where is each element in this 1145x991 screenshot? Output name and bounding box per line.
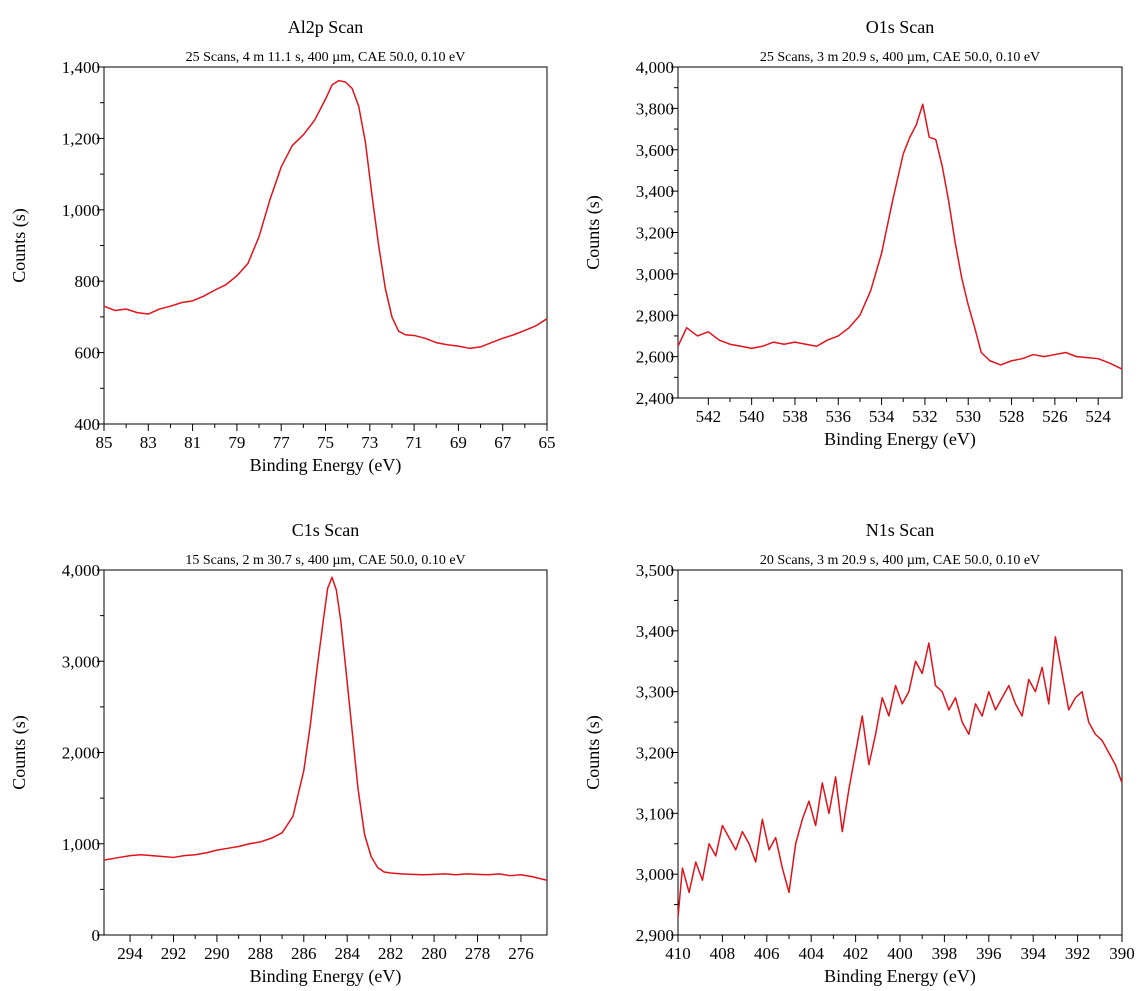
y-tick-label: 2,800 bbox=[636, 306, 674, 325]
x-tick-label: 69 bbox=[450, 433, 467, 452]
y-tick-label: 3,200 bbox=[636, 224, 674, 243]
x-tick-label: 534 bbox=[869, 407, 895, 426]
x-tick-label: 294 bbox=[117, 944, 143, 963]
x-tick-label: 530 bbox=[955, 407, 981, 426]
x-tick-label: 77 bbox=[273, 433, 291, 452]
spectrum-trace-n1s bbox=[677, 636, 1123, 917]
x-tick-label: 528 bbox=[999, 407, 1025, 426]
y-tick-label: 2,600 bbox=[636, 348, 674, 367]
y-tick-label: 0 bbox=[92, 926, 101, 945]
x-tick-label: 408 bbox=[710, 944, 736, 963]
x-tick-label: 284 bbox=[334, 944, 360, 963]
x-tick-label: 524 bbox=[1085, 407, 1111, 426]
x-tick-label: 404 bbox=[798, 944, 824, 963]
chart-subtitle: 15 Scans, 2 m 30.7 s, 400 µm, CAE 50.0, … bbox=[185, 553, 465, 568]
x-axis-label: Binding Energy (eV) bbox=[250, 966, 402, 987]
y-tick-label: 800 bbox=[75, 272, 101, 291]
x-tick-label: 276 bbox=[508, 944, 534, 963]
y-tick-label: 3,600 bbox=[636, 141, 674, 160]
x-tick-label: 73 bbox=[361, 433, 378, 452]
y-axis-label: Counts (s) bbox=[583, 715, 604, 790]
y-tick-label: 600 bbox=[75, 344, 101, 363]
y-tick-label: 4,000 bbox=[62, 561, 100, 580]
x-tick-label: 278 bbox=[465, 944, 491, 963]
x-tick-label: 81 bbox=[184, 433, 201, 452]
chart-title: Al2p Scan bbox=[288, 17, 364, 37]
plot-frame bbox=[103, 66, 548, 425]
x-axis-label: Binding Energy (eV) bbox=[824, 966, 976, 987]
spectrum-trace-al2p bbox=[103, 79, 548, 350]
y-tick-label: 400 bbox=[75, 415, 101, 434]
x-tick-label: 538 bbox=[782, 407, 808, 426]
x-tick-label: 540 bbox=[739, 407, 765, 426]
y-tick-label: 3,300 bbox=[636, 683, 674, 702]
x-tick-label: 390 bbox=[1109, 944, 1135, 963]
x-tick-label: 67 bbox=[494, 433, 512, 452]
x-tick-label: 532 bbox=[912, 407, 938, 426]
x-axis-label: Binding Energy (eV) bbox=[824, 429, 976, 450]
chart-panel-c1s: C1s Scan 15 Scans, 2 m 30.7 s, 400 µm, CA… bbox=[9, 520, 548, 987]
x-tick-label: 526 bbox=[1042, 407, 1068, 426]
y-tick-label: 3,800 bbox=[636, 99, 674, 118]
chart-title: N1s Scan bbox=[866, 520, 935, 540]
y-axis-label: Counts (s) bbox=[583, 195, 604, 270]
x-tick-label: 392 bbox=[1065, 944, 1091, 963]
x-tick-label: 288 bbox=[248, 944, 274, 963]
y-tick-label: 1,000 bbox=[62, 201, 100, 220]
x-tick-label: 542 bbox=[696, 407, 722, 426]
y-tick-label: 3,000 bbox=[636, 265, 674, 284]
chart-title: C1s Scan bbox=[292, 520, 360, 540]
x-tick-label: 410 bbox=[665, 944, 691, 963]
x-tick-label: 406 bbox=[754, 944, 780, 963]
plot-frame bbox=[103, 569, 548, 936]
x-tick-label: 396 bbox=[976, 944, 1002, 963]
chart-panel-n1s: N1s Scan 20 Scans, 3 m 20.9 s, 400 µm, CA… bbox=[583, 520, 1135, 987]
chart-title: O1s Scan bbox=[866, 17, 935, 37]
x-tick-label: 79 bbox=[228, 433, 245, 452]
y-tick-label: 3,500 bbox=[636, 561, 674, 580]
y-tick-label: 3,000 bbox=[62, 652, 100, 671]
x-tick-label: 286 bbox=[291, 944, 317, 963]
x-tick-label: 71 bbox=[406, 433, 423, 452]
y-tick-label: 3,400 bbox=[636, 182, 674, 201]
plot-frame bbox=[677, 569, 1123, 936]
x-tick-label: 400 bbox=[887, 944, 913, 963]
y-axis-label: Counts (s) bbox=[9, 208, 30, 283]
spectrum-trace-c1s bbox=[103, 576, 548, 881]
x-tick-label: 75 bbox=[317, 433, 334, 452]
y-tick-label: 2,400 bbox=[636, 389, 674, 408]
x-tick-label: 536 bbox=[826, 407, 852, 426]
y-tick-label: 2,000 bbox=[62, 744, 100, 763]
chart-panel-o1s: O1s Scan 25 Scans, 3 m 20.9 s, 400 µm, CA… bbox=[583, 17, 1123, 450]
y-tick-label: 1,400 bbox=[62, 58, 100, 77]
x-axis-label: Binding Energy (eV) bbox=[250, 455, 402, 476]
chart-subtitle: 20 Scans, 3 m 20.9 s, 400 µm, CAE 50.0, … bbox=[760, 553, 1040, 568]
y-tick-label: 3,100 bbox=[636, 804, 674, 823]
y-tick-label: 2,900 bbox=[636, 926, 674, 945]
x-tick-label: 290 bbox=[204, 944, 230, 963]
x-tick-label: 85 bbox=[96, 433, 113, 452]
chart-subtitle: 25 Scans, 3 m 20.9 s, 400 µm, CAE 50.0, … bbox=[760, 50, 1040, 65]
x-tick-label: 65 bbox=[539, 433, 556, 452]
x-tick-label: 394 bbox=[1020, 944, 1046, 963]
y-tick-label: 3,400 bbox=[636, 622, 674, 641]
y-tick-label: 4,000 bbox=[636, 58, 674, 77]
x-tick-label: 280 bbox=[421, 944, 447, 963]
plot-frame bbox=[677, 66, 1123, 399]
x-tick-label: 292 bbox=[161, 944, 187, 963]
y-tick-label: 1,000 bbox=[62, 835, 100, 854]
chart-panel-al2p: Al2p Scan 25 Scans, 4 m 11.1 s, 400 µm, C… bbox=[9, 17, 556, 476]
x-tick-label: 398 bbox=[932, 944, 958, 963]
spectrum-trace-o1s bbox=[677, 103, 1123, 370]
y-tick-label: 3,200 bbox=[636, 744, 674, 763]
x-tick-label: 83 bbox=[140, 433, 157, 452]
chart-subtitle: 25 Scans, 4 m 11.1 s, 400 µm, CAE 50.0, … bbox=[186, 50, 466, 65]
y-tick-label: 1,200 bbox=[62, 129, 100, 148]
x-tick-label: 402 bbox=[843, 944, 869, 963]
y-tick-label: 3,000 bbox=[636, 865, 674, 884]
y-axis-label: Counts (s) bbox=[9, 715, 30, 790]
x-tick-label: 282 bbox=[378, 944, 404, 963]
